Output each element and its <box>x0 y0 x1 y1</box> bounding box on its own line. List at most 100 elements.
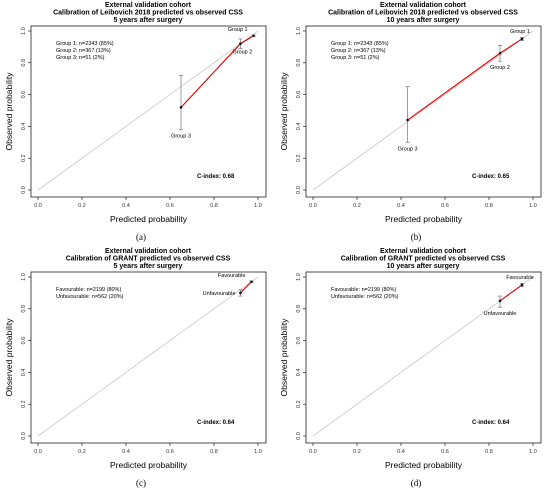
data-point <box>179 106 183 109</box>
chart-title-line-1: External validation cohort <box>105 2 192 9</box>
data-point <box>520 37 524 41</box>
data-point <box>406 118 409 122</box>
calibration-line <box>240 281 252 294</box>
panel-letter: (d) <box>411 478 422 488</box>
y-tick-label: 1.0 <box>296 27 302 35</box>
x-tick-label: 0.0 <box>309 203 317 209</box>
x-tick-label: 0.6 <box>441 203 449 209</box>
x-tick-label: 0.4 <box>122 449 130 455</box>
panel-letter: (b) <box>411 232 422 242</box>
point-label: Favourable <box>218 273 246 279</box>
x-tick-label: 0.8 <box>485 449 493 455</box>
point-label: Favourable <box>506 275 534 281</box>
y-tick-label: 0.4 <box>296 369 302 377</box>
data-point <box>250 280 253 284</box>
chart-title-line-2: Calibration of GRANT predicted vs observ… <box>66 256 231 263</box>
reference-line <box>312 276 534 437</box>
y-tick-label: 0.0 <box>21 186 27 194</box>
calibration-line <box>499 284 523 302</box>
y-tick-label: 1.0 <box>21 27 27 35</box>
x-tick-label: 0.6 <box>166 449 174 455</box>
y-tick-label: 0.2 <box>296 400 302 408</box>
x-tick-label: 0.2 <box>353 449 361 455</box>
group-note-3: Group 3: n=51 (2%) <box>56 55 105 61</box>
c-index-label: C-index: 0.64 <box>197 420 235 426</box>
group-note-2: Group 2: n=367 (13%) <box>331 48 386 54</box>
group-note-1: Favourable: n=2199 (80%) <box>56 287 121 293</box>
y-tick-label: 0.2 <box>21 154 27 162</box>
chart-title-line-2: Calibration of Leibovich 2018 predicted … <box>53 10 243 17</box>
c-index-label: C-index: 0.64 <box>472 420 510 426</box>
chart-title-line-1: External validation cohort <box>380 2 467 9</box>
group-note-2: Unfavourable: n=562 (20%) <box>56 294 124 300</box>
point-label: Group 3 <box>398 146 418 152</box>
y-axis-label: Observed probability <box>279 318 289 397</box>
y-tick-label: 0.8 <box>21 305 27 313</box>
x-tick-label: 0.4 <box>397 449 405 455</box>
y-tick-label: 0.0 <box>296 186 302 194</box>
group-note-1: Group 1: n=2343 (85%) <box>331 41 389 47</box>
x-tick-label: 0.6 <box>166 203 174 209</box>
data-point <box>520 283 524 287</box>
y-tick-label: 0.4 <box>21 369 27 377</box>
x-tick-label: 0.8 <box>210 449 218 455</box>
chart-title-line-1: External validation cohort <box>105 248 192 255</box>
x-tick-label: 0.4 <box>122 203 130 209</box>
y-tick-label: 0.8 <box>21 59 27 67</box>
y-tick-label: 1.0 <box>21 273 27 281</box>
group-note-1: Group 1: n=2343 (85%) <box>56 41 114 47</box>
panel-letter: (a) <box>136 232 146 242</box>
panel-b: External validation cohort Calibration of… <box>275 0 550 246</box>
group-note-1: Favourable: n=2199 (80%) <box>331 287 396 293</box>
x-tick-label: 1.0 <box>529 203 537 209</box>
point-label: Unfavourable <box>484 311 517 317</box>
point-label: Group 1 <box>510 29 530 35</box>
c-index-label: C-index: 0.65 <box>472 174 510 180</box>
plot-frame <box>305 271 542 444</box>
x-tick-label: 0.0 <box>34 203 42 209</box>
point-label: Group 1 <box>228 27 248 33</box>
y-tick-label: 0.6 <box>296 337 302 345</box>
y-tick-label: 0.6 <box>296 91 302 99</box>
x-tick-label: 1.0 <box>254 203 262 209</box>
point-label: Group 2 <box>490 65 510 71</box>
y-tick-label: 0.0 <box>296 432 302 440</box>
reference-line <box>37 276 259 437</box>
y-tick-label: 0.4 <box>296 123 302 131</box>
x-axis-label: Predicted probability <box>110 214 188 224</box>
chart-title-line-3: 5 years after surgery <box>114 17 183 24</box>
x-tick-label: 0.2 <box>78 203 86 209</box>
data-point <box>239 291 242 295</box>
x-tick-label: 0.8 <box>210 203 218 209</box>
data-point <box>498 51 502 55</box>
calibration-line <box>180 35 254 108</box>
data-point <box>239 42 242 46</box>
y-tick-label: 1.0 <box>296 273 302 281</box>
group-note-2: Group 2: n=367 (13%) <box>56 48 111 54</box>
x-tick-label: 0.0 <box>34 449 42 455</box>
panel-c: External validation cohort Calibration of… <box>0 246 275 492</box>
reference-line <box>37 30 259 191</box>
y-axis-label: Observed probability <box>4 72 14 151</box>
group-note-2: Unfavourable: n=562 (20%) <box>331 294 399 300</box>
reference-line <box>312 30 534 191</box>
x-tick-label: 0.6 <box>441 449 449 455</box>
y-tick-label: 0.8 <box>296 305 302 313</box>
panel-d: External validation cohort Calibration of… <box>275 246 550 492</box>
chart-title-line-2: Calibration of Leibovich 2018 predicted … <box>328 10 518 17</box>
y-tick-label: 0.6 <box>21 337 27 345</box>
chart-title-line-3: 10 years after surgery <box>387 17 460 24</box>
point-label: Unfavourable <box>203 291 236 297</box>
panel-letter: (c) <box>136 478 146 488</box>
y-tick-label: 0.0 <box>21 432 27 440</box>
plot-frame <box>305 25 542 198</box>
chart-title-line-2: Calibration of GRANT predicted vs observ… <box>341 256 506 263</box>
group-note-3: Group 3: n=51 (2%) <box>331 55 380 61</box>
chart-title-line-3: 10 years after surgery <box>387 263 460 270</box>
x-axis-label: Predicted probability <box>385 460 463 470</box>
point-label: Group 2 <box>232 50 252 56</box>
x-tick-label: 0.2 <box>353 203 361 209</box>
x-tick-label: 0.4 <box>397 203 405 209</box>
y-axis-label: Observed probability <box>279 72 289 151</box>
